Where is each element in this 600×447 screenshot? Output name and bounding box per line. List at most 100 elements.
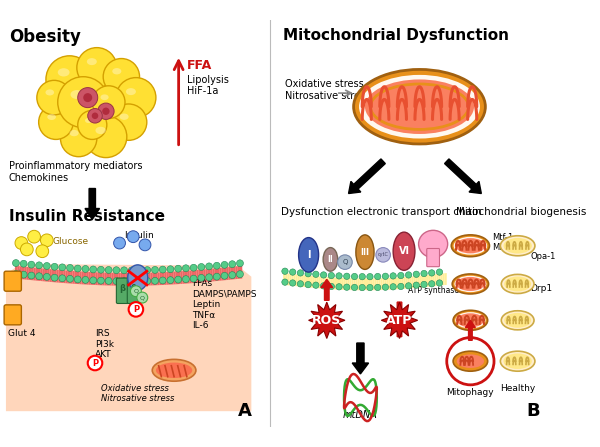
Circle shape [105,278,112,284]
Circle shape [77,48,117,88]
Polygon shape [182,271,185,284]
Polygon shape [403,277,406,289]
Circle shape [320,283,327,289]
Polygon shape [364,278,366,290]
Polygon shape [192,270,194,283]
Circle shape [116,78,156,118]
Polygon shape [383,278,385,290]
Polygon shape [333,278,335,289]
Polygon shape [34,268,35,281]
Circle shape [428,281,435,287]
Text: Q: Q [140,295,145,300]
Circle shape [35,262,43,269]
Circle shape [352,284,358,291]
Polygon shape [385,278,386,290]
Circle shape [198,264,205,270]
FancyBboxPatch shape [4,271,22,291]
Circle shape [98,103,114,119]
Polygon shape [167,272,169,285]
Polygon shape [24,267,26,280]
Polygon shape [358,278,360,290]
Circle shape [13,260,19,266]
Ellipse shape [457,354,484,368]
Circle shape [367,274,373,280]
Polygon shape [130,273,132,286]
Polygon shape [137,273,139,286]
Circle shape [159,266,166,273]
Ellipse shape [457,313,484,327]
Polygon shape [443,273,445,285]
Polygon shape [389,278,391,290]
Circle shape [139,239,151,251]
Circle shape [206,274,212,281]
Circle shape [85,116,127,158]
Polygon shape [296,274,298,287]
Polygon shape [194,270,196,283]
Circle shape [28,261,35,268]
Polygon shape [406,277,407,289]
Polygon shape [187,270,190,283]
Circle shape [206,263,212,270]
Circle shape [136,278,143,285]
Text: Healthy: Healthy [500,384,535,393]
Polygon shape [100,273,102,285]
Ellipse shape [455,312,485,329]
Circle shape [390,273,397,279]
Circle shape [282,279,288,285]
Polygon shape [88,272,91,285]
Polygon shape [356,278,358,290]
FancyArrow shape [85,189,100,219]
Polygon shape [56,270,59,283]
Circle shape [82,266,89,272]
Polygon shape [114,273,116,286]
Circle shape [382,273,389,279]
Polygon shape [196,270,199,283]
Ellipse shape [453,351,488,371]
Circle shape [128,267,135,274]
Polygon shape [73,271,74,284]
Circle shape [51,274,58,281]
Ellipse shape [70,90,83,99]
Polygon shape [98,272,100,285]
Circle shape [359,284,365,291]
Text: Insulin: Insulin [124,231,154,240]
Text: A: A [238,402,251,420]
Circle shape [436,280,443,286]
Circle shape [90,277,97,284]
Text: III: III [361,248,370,257]
Ellipse shape [503,354,532,369]
Polygon shape [372,278,374,290]
Circle shape [152,266,158,274]
Ellipse shape [451,235,490,257]
Circle shape [121,278,128,285]
Circle shape [78,110,107,139]
Ellipse shape [452,274,488,294]
Polygon shape [65,270,68,283]
Polygon shape [366,278,368,290]
Polygon shape [426,275,428,287]
Ellipse shape [152,359,196,381]
Text: β: β [131,284,137,293]
Ellipse shape [419,230,448,257]
Ellipse shape [299,238,319,272]
Circle shape [313,271,319,278]
Polygon shape [432,274,434,287]
Ellipse shape [128,265,148,290]
Polygon shape [43,269,45,282]
Circle shape [74,265,81,272]
FancyArrow shape [321,279,332,300]
Polygon shape [176,271,178,284]
Polygon shape [231,267,233,280]
Text: Q: Q [342,259,347,265]
Polygon shape [132,273,134,286]
Text: Mtf-1
Mtf-2: Mtf-1 Mtf-2 [492,233,514,253]
Polygon shape [424,275,426,287]
Polygon shape [151,273,153,286]
Circle shape [88,109,102,123]
Text: Lipolysis
HiF-1a: Lipolysis HiF-1a [187,75,229,97]
Circle shape [421,281,427,287]
Polygon shape [374,278,376,290]
Polygon shape [162,272,164,285]
Circle shape [376,248,391,262]
Text: P: P [92,358,98,367]
